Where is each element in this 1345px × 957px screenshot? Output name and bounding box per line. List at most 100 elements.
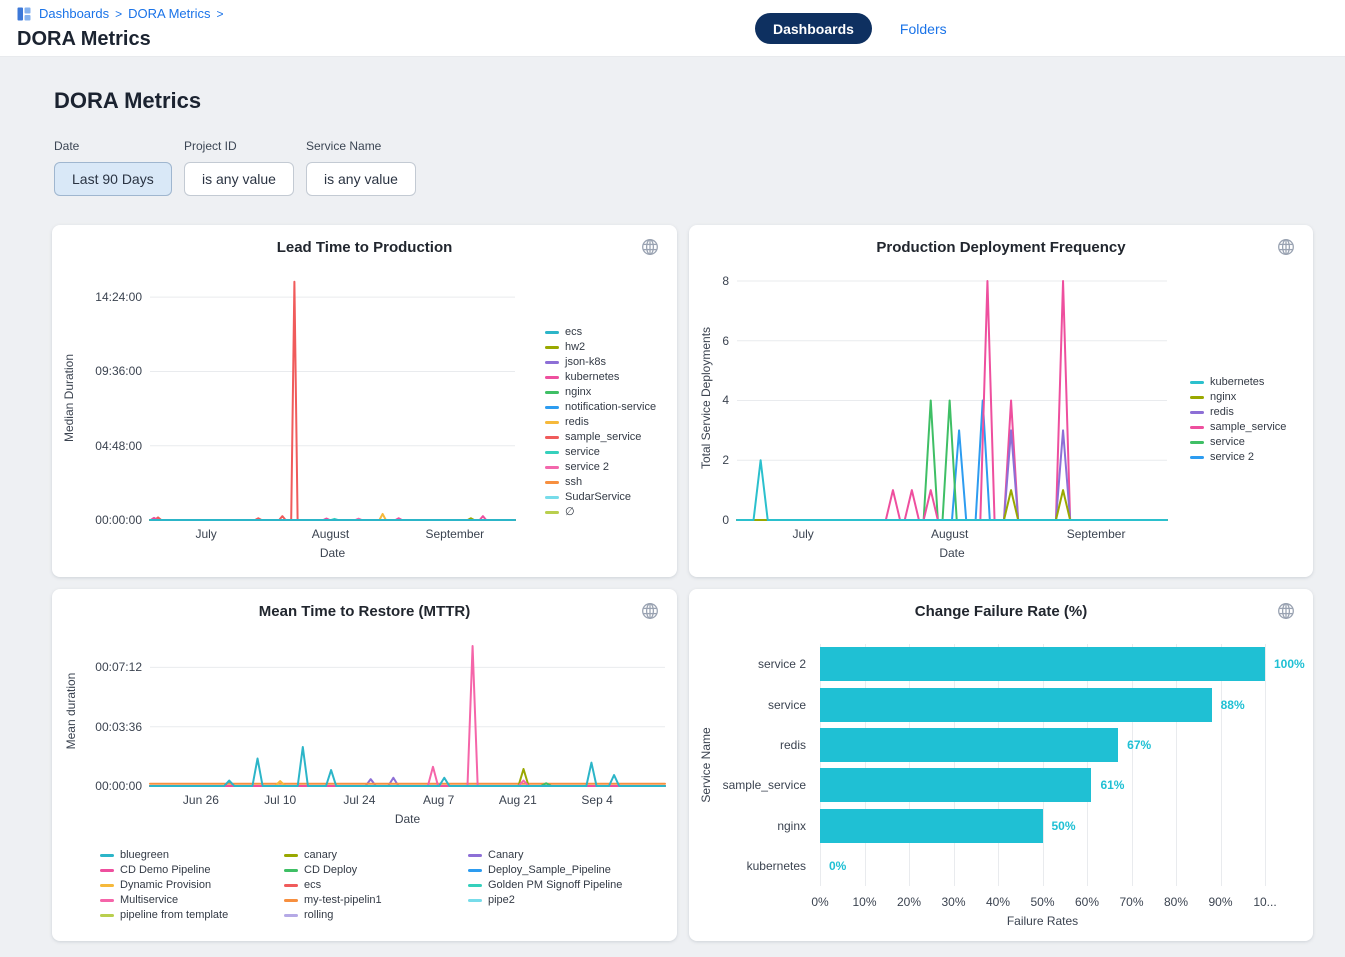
grid-line (864, 644, 866, 886)
legend-item-nginx[interactable]: nginx (1190, 390, 1236, 405)
x-tick-label: September (1066, 527, 1126, 541)
legend-item-ecs[interactable]: ecs (545, 325, 582, 340)
grid-line (1220, 644, 1222, 886)
globe-icon[interactable] (1275, 601, 1297, 623)
legend-item-sample_service[interactable]: sample_service (545, 430, 641, 445)
legend-item-notification-service[interactable]: notification-service (545, 400, 656, 415)
chart-title: Change Failure Rate (%) (914, 603, 1088, 620)
bar-value-label: 50% (1051, 818, 1076, 833)
globe-icon[interactable] (1275, 237, 1297, 259)
chart-title: Production Deployment Frequency (876, 239, 1126, 256)
tab-dashboards[interactable]: Dashboards (755, 13, 872, 44)
y-tick-label: 09:36:00 (95, 364, 142, 379)
legend-item-redis[interactable]: redis (545, 415, 589, 430)
legend-item-multiservice[interactable]: Multiservice (100, 893, 178, 908)
x-axis-caption: Date (939, 546, 965, 560)
x-tick-label: Sep 4 (581, 793, 613, 807)
grid-line (820, 644, 821, 886)
x-tick-label: Jul 24 (343, 793, 376, 807)
legend-label: redis (565, 416, 589, 428)
chart-title: Lead Time to Production (276, 239, 453, 256)
x-tick-label: 10... (1253, 895, 1277, 909)
legend-swatch (100, 869, 114, 872)
y-axis-caption: Median Duration (62, 353, 76, 442)
legend-swatch (1190, 441, 1204, 444)
legend-item-sample_service[interactable]: sample_service (1190, 420, 1286, 435)
grid-line (1042, 644, 1044, 886)
legend-item-ssh[interactable]: ssh (545, 475, 582, 490)
bar-service[interactable] (820, 687, 1212, 722)
x-tick-label: 40% (985, 895, 1011, 909)
legend-label: Golden PM Signoff Pipeline (488, 879, 623, 891)
x-axis-caption: Failure Rates (1006, 914, 1079, 928)
legend-item-kubernetes[interactable]: kubernetes (1190, 375, 1264, 390)
bar-redis[interactable] (820, 727, 1119, 762)
legend-item-service[interactable]: service (1190, 435, 1245, 450)
legend-item-hw2[interactable]: hw2 (545, 340, 585, 355)
filter-service-name-value[interactable]: is any value (306, 162, 416, 196)
legend-label: CD Demo Pipeline (120, 864, 211, 876)
legend-item-nginx[interactable]: nginx (545, 385, 591, 400)
legend-item-golden-pm-signoff-pipeline[interactable]: Golden PM Signoff Pipeline (468, 878, 622, 893)
bar-category-label: redis (779, 737, 806, 752)
filter-date: Date Last 90 Days (54, 139, 172, 196)
legend-label: service 2 (565, 461, 610, 473)
legend-label: Deploy_Sample_Pipeline (488, 864, 611, 876)
globe-icon[interactable] (639, 601, 661, 623)
legend-item-pipeline-from-template[interactable]: pipeline from template (100, 908, 228, 923)
legend-item-kubernetes[interactable]: kubernetes (545, 370, 619, 385)
globe-icon[interactable] (639, 237, 661, 259)
bar-category-label: kubernetes (746, 858, 806, 873)
legend-item-service-2[interactable]: service 2 (1190, 450, 1254, 465)
y-tick-label: 00:07:12 (95, 660, 142, 675)
x-tick-label: 60% (1074, 895, 1100, 909)
y-tick-label: 00:00:00 (95, 779, 142, 793)
legend-item-bluegreen[interactable]: bluegreen (100, 848, 169, 863)
legend-label: ∅ (565, 506, 575, 518)
legend-label: kubernetes (565, 371, 620, 383)
legend-label: json-k8s (565, 356, 606, 368)
breadcrumb-link-dora-metrics[interactable]: DORA Metrics (128, 6, 211, 21)
x-tick-label: 50% (1030, 895, 1055, 909)
legend-swatch (284, 884, 298, 887)
legend-item-my-test-pipelin1[interactable]: my-test-pipelin1 (284, 893, 382, 908)
filter-date-value[interactable]: Last 90 Days (54, 162, 172, 196)
legend-label: ssh (565, 476, 583, 488)
legend-item-deploy_sample_pipeline[interactable]: Deploy_Sample_Pipeline (468, 863, 611, 878)
legend-label: Multiservice (120, 894, 179, 906)
x-tick-label: August (930, 527, 969, 541)
series-line-sample_service (149, 280, 516, 521)
legend-item-redis[interactable]: redis (1190, 405, 1234, 420)
bar-nginx[interactable] (820, 808, 1043, 843)
legend-item-ecs[interactable]: ecs (284, 878, 321, 893)
legend-item-sudarservice[interactable]: SudarService (545, 490, 631, 505)
legend-item-canary[interactable]: canary (284, 848, 337, 863)
filter-project-id-value[interactable]: is any value (184, 162, 294, 196)
legend-label: Dynamic Provision (120, 879, 212, 891)
legend-item-service[interactable]: service (545, 445, 600, 460)
breadcrumb-link-dashboards[interactable]: Dashboards (39, 6, 110, 21)
legend-swatch (100, 914, 114, 917)
card-production-deployment-frequency: Production Deployment Frequency 0 2 4 6 8 Jul… (689, 225, 1313, 577)
legend-item-∅[interactable]: ∅ (545, 505, 575, 520)
legend-swatch (468, 854, 482, 857)
legend-item-service-2[interactable]: service 2 (545, 460, 609, 475)
legend-item-cd-demo-pipeline[interactable]: CD Demo Pipeline (100, 863, 210, 878)
legend-item-pipe2[interactable]: pipe2 (468, 893, 515, 908)
legend-item-dynamic-provision[interactable]: Dynamic Provision (100, 878, 211, 893)
x-tick-label: 10% (852, 895, 877, 909)
grid-line (909, 644, 910, 886)
bar-value-label: 88% (1220, 697, 1245, 712)
bar-sample_service[interactable] (820, 768, 1092, 803)
bar-category-label: sample_service (722, 778, 806, 793)
legend-item-cd-deploy[interactable]: CD Deploy (284, 863, 357, 878)
filter-service-name: Service Name is any value (306, 139, 416, 196)
grid-line (1087, 644, 1088, 886)
x-tick-label: 30% (941, 895, 966, 909)
legend-label: service 2 (1210, 451, 1255, 463)
legend-item-json-k8s[interactable]: json-k8s (545, 355, 606, 370)
bar-service-2[interactable] (820, 647, 1265, 682)
tab-folders[interactable]: Folders (899, 20, 947, 37)
legend-item-canary[interactable]: Canary (468, 848, 523, 863)
legend-item-rolling[interactable]: rolling (284, 908, 333, 923)
